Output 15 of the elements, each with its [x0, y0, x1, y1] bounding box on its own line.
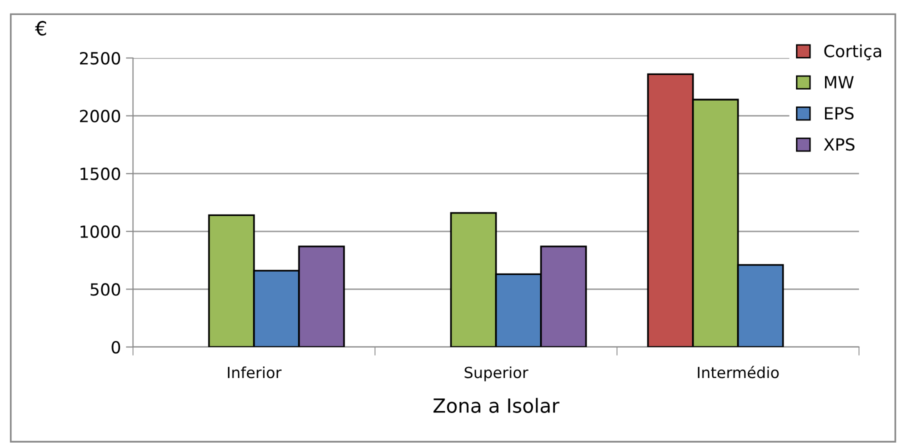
y-tick-label: 1500	[80, 168, 120, 180]
x-tick-label: Superior	[464, 366, 528, 382]
y-axis-title: €	[35, 20, 46, 36]
x-axis-title: Zona a Isolar	[433, 398, 560, 413]
legend-label: Cortiça	[824, 44, 882, 60]
y-tick-label: 500	[90, 283, 120, 296]
y-tick-label: 2500	[80, 52, 120, 65]
x-tick-label: Intermédio	[698, 366, 779, 378]
y-tick-label: 1000	[80, 225, 120, 238]
x-tick-label: Inferior	[228, 366, 282, 378]
legend-label: XPS	[824, 138, 854, 151]
y-tick-label: 0	[112, 340, 120, 354]
legend-label: MW	[825, 76, 854, 88]
y-tick-label: 2000	[80, 110, 120, 122]
legend-label: EPS	[825, 106, 854, 120]
